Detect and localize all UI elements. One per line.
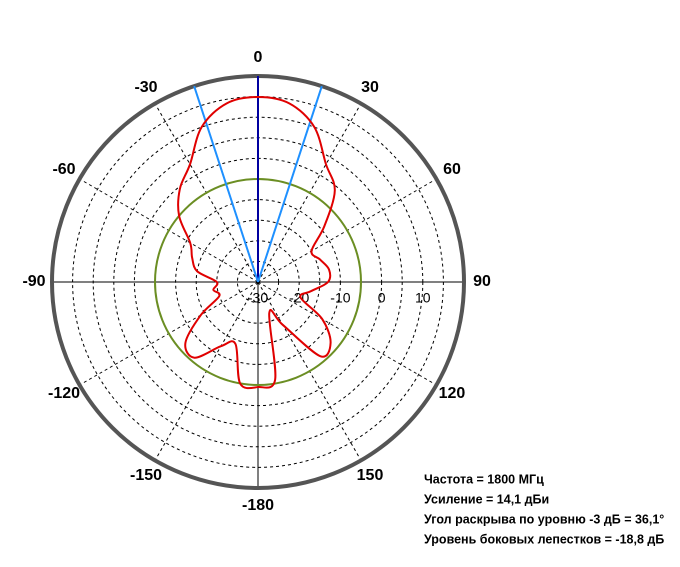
annotation: Частота = 1800 МГц [424,472,544,486]
annotation: Усиление = 14,1 дБи [424,492,549,506]
angle-label: 0 [254,49,263,66]
angle-label: 120 [439,385,466,402]
angle-label: -120 [48,385,80,402]
angle-label: 150 [357,467,384,484]
angle-label: 30 [361,79,379,96]
r-tick-label: 0 [378,290,386,306]
r-tick-label: -30 [248,290,268,306]
beam-line [193,85,259,283]
annotation: Уровень боковых лепестков = -18,8 дБ [424,532,664,546]
r-tick-label: -10 [330,290,350,306]
angle-label: -60 [52,161,75,178]
angle-label: 60 [443,161,461,178]
beam-line [257,85,323,283]
angle-label: -30 [134,79,157,96]
angle-label: -180 [242,497,274,514]
angle-label: 90 [473,273,491,290]
annotation: Угол раскрыва по уровню -3 дБ = 36,1° [424,512,664,526]
angle-label: -150 [130,467,162,484]
pattern-line [177,96,336,390]
angle-label: -90 [22,273,45,290]
r-tick-label: 10 [415,290,431,306]
